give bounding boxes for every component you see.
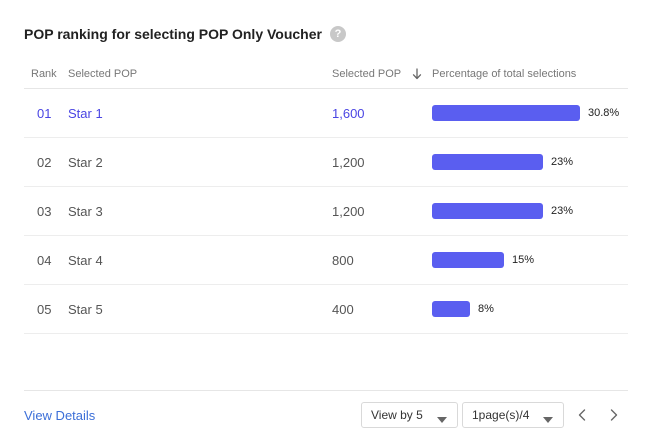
- percentage-label: 8%: [478, 303, 494, 315]
- column-header-percentage: Percentage of total selections: [432, 68, 577, 80]
- pop-name-cell: Star 1: [68, 106, 103, 121]
- selected-count-cell: 1,600: [332, 106, 365, 121]
- percentage-bar: [432, 252, 504, 268]
- percentage-bar: [432, 203, 543, 219]
- column-header-selected-pop-count[interactable]: Selected POP: [332, 68, 402, 80]
- help-icon[interactable]: ?: [329, 26, 346, 42]
- selected-count-cell: 1,200: [332, 155, 365, 170]
- percentage-bar: [432, 301, 470, 317]
- column-header-rank: Rank: [31, 68, 57, 80]
- page-value: 1page(s)/4: [472, 408, 530, 422]
- rank-cell: 04: [37, 253, 52, 268]
- table-row[interactable]: 04 Star 4 800 15%: [24, 236, 628, 285]
- view-by-select[interactable]: View by 5: [361, 402, 458, 428]
- chevron-right-icon[interactable]: [605, 406, 623, 424]
- footer-divider: [24, 390, 628, 391]
- rank-cell: 03: [37, 204, 52, 219]
- table-row[interactable]: 02 Star 2 1,200 23%: [24, 138, 628, 187]
- selected-count-cell: 800: [332, 253, 354, 268]
- pop-name-cell: Star 5: [68, 302, 103, 317]
- rank-cell: 02: [37, 155, 52, 170]
- arrow-down-icon[interactable]: [412, 68, 422, 80]
- view-by-value: View by 5: [371, 408, 423, 422]
- pop-name-cell: Star 3: [68, 204, 103, 219]
- chevron-left-icon[interactable]: [573, 406, 591, 424]
- selected-count-cell: 400: [332, 302, 354, 317]
- rank-cell: 01: [37, 106, 52, 121]
- percentage-bar: [432, 105, 580, 121]
- table-row[interactable]: 01 Star 1 1,600 30.8%: [24, 89, 628, 138]
- pop-name-cell: Star 2: [68, 155, 103, 170]
- percentage-label: 23%: [551, 205, 574, 217]
- percentage-cell: 8%: [432, 300, 494, 318]
- card-title: POP ranking for selecting POP Only Vouch…: [24, 26, 322, 42]
- title-row: POP ranking for selecting POP Only Vouch…: [24, 24, 346, 44]
- table-body: 01 Star 1 1,600 30.8% 02 Star 2 1,200 23% 03 Star…: [24, 89, 628, 334]
- percentage-cell: 23%: [432, 202, 573, 220]
- ranking-table: Rank Selected POP Selected POP Percentag…: [24, 62, 628, 334]
- view-details-link[interactable]: View Details: [24, 408, 96, 423]
- percentage-cell: 30.8%: [432, 104, 619, 122]
- percentage-cell: 23%: [432, 153, 573, 171]
- column-header-selected-pop-name: Selected POP: [68, 68, 138, 80]
- caret-down-icon: [437, 412, 447, 426]
- page-select[interactable]: 1page(s)/4: [462, 402, 564, 428]
- table-row[interactable]: 05 Star 5 400 8%: [24, 285, 628, 334]
- table-header: Rank Selected POP Selected POP Percentag…: [24, 62, 628, 89]
- percentage-label: 30.8%: [588, 107, 620, 119]
- caret-down-icon: [543, 412, 553, 426]
- pop-name-cell: Star 4: [68, 253, 103, 268]
- percentage-label: 23%: [551, 156, 574, 168]
- percentage-bar: [432, 154, 543, 170]
- selected-count-cell: 1,200: [332, 204, 365, 219]
- percentage-cell: 15%: [432, 251, 534, 269]
- rank-cell: 05: [37, 302, 52, 317]
- table-row[interactable]: 03 Star 3 1,200 23%: [24, 187, 628, 236]
- percentage-label: 15%: [512, 254, 535, 266]
